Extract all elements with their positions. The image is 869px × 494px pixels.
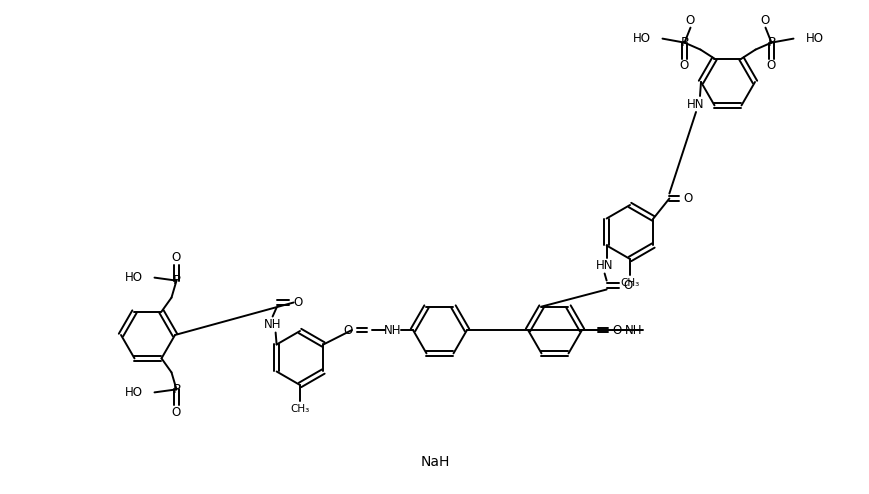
Text: NH: NH — [384, 324, 401, 336]
Text: O: O — [172, 406, 181, 419]
Text: HO: HO — [124, 271, 143, 284]
Text: O: O — [622, 279, 632, 292]
Text: HO: HO — [632, 32, 650, 45]
Text: O: O — [172, 251, 181, 264]
Text: O: O — [293, 296, 302, 309]
Text: O: O — [685, 14, 694, 27]
Text: CH₃: CH₃ — [620, 278, 639, 288]
Text: O: O — [683, 192, 693, 205]
Text: HO: HO — [805, 32, 823, 45]
Text: P: P — [172, 383, 180, 396]
Text: CH₃: CH₃ — [290, 404, 309, 414]
Text: NH: NH — [625, 324, 642, 336]
Text: NH: NH — [263, 318, 281, 331]
Text: P: P — [766, 36, 774, 49]
Text: P: P — [172, 274, 180, 287]
Text: NaH: NaH — [420, 455, 449, 469]
Text: HN: HN — [687, 97, 704, 111]
Text: O: O — [612, 324, 621, 336]
Text: O: O — [679, 59, 688, 72]
Text: O: O — [760, 14, 769, 27]
Text: HO: HO — [124, 386, 143, 399]
Text: O: O — [766, 59, 775, 72]
Text: P: P — [680, 36, 687, 49]
Text: HN: HN — [595, 259, 613, 272]
Text: O: O — [343, 324, 352, 336]
